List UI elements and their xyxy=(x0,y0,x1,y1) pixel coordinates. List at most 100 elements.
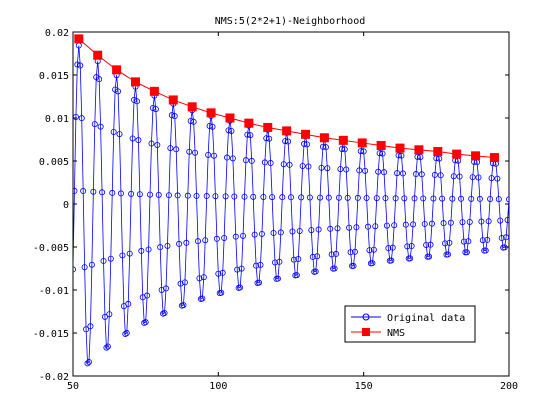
original-data-point xyxy=(475,174,482,181)
original-data-point xyxy=(437,172,444,179)
y-tick-label: -0.01 xyxy=(39,286,69,297)
original-data-point xyxy=(276,258,283,265)
original-data-point xyxy=(167,145,174,152)
original-data-point xyxy=(229,155,236,162)
original-data-point xyxy=(287,194,294,201)
original-data-point xyxy=(347,249,354,256)
original-data-point xyxy=(285,138,292,145)
original-data-point xyxy=(119,252,126,259)
nms-point xyxy=(130,77,140,87)
original-data-point xyxy=(459,219,466,226)
original-data-point xyxy=(73,113,79,120)
original-data-point xyxy=(163,285,170,292)
original-data-point xyxy=(383,222,390,229)
original-data-point xyxy=(479,237,486,244)
series-original-data xyxy=(73,42,509,367)
original-data-point xyxy=(109,189,116,196)
original-data-point xyxy=(147,191,154,198)
original-data-point xyxy=(144,292,151,299)
original-data-point xyxy=(97,123,104,130)
original-data-point xyxy=(148,140,155,147)
original-data-point xyxy=(199,295,206,302)
original-data-point xyxy=(305,163,312,170)
legend-original-label: Original data xyxy=(387,313,465,324)
original-data-point xyxy=(73,266,76,273)
original-data-point xyxy=(337,166,344,173)
nms-point xyxy=(206,108,216,118)
nms-point xyxy=(338,135,348,145)
original-data-point xyxy=(488,175,495,182)
nms-point xyxy=(187,102,197,112)
original-data-point xyxy=(99,189,106,196)
original-data-point xyxy=(440,220,447,227)
original-data-point xyxy=(335,194,342,201)
original-data-point xyxy=(193,192,200,199)
original-data-point xyxy=(315,226,322,233)
original-data-point xyxy=(152,106,159,113)
original-data-point xyxy=(506,196,509,203)
original-data-point xyxy=(165,192,172,199)
original-data-point xyxy=(299,162,306,169)
original-data-point xyxy=(353,224,360,231)
original-data-point xyxy=(149,104,156,111)
original-data-point xyxy=(78,115,85,122)
original-data-point xyxy=(257,261,264,268)
original-data-point xyxy=(88,261,95,268)
original-data-point xyxy=(187,117,194,124)
original-data-point xyxy=(250,193,257,200)
original-data-point xyxy=(112,86,119,93)
original-data-point xyxy=(138,247,145,254)
original-data-point xyxy=(346,224,353,231)
original-data-point xyxy=(231,193,238,200)
original-data-point xyxy=(128,190,135,197)
original-data-point xyxy=(309,253,316,260)
x-tick-label: 150 xyxy=(355,381,373,392)
original-data-point xyxy=(248,157,255,164)
original-data-point xyxy=(232,233,239,240)
nms-point xyxy=(225,113,235,123)
original-data-point xyxy=(131,96,138,103)
original-data-point xyxy=(168,112,175,119)
nms-point xyxy=(395,143,405,153)
original-data-point xyxy=(322,144,329,151)
series-nms xyxy=(74,34,499,163)
original-data-point xyxy=(351,248,358,255)
original-data-point xyxy=(221,234,228,241)
legend-nms-marker xyxy=(362,328,370,336)
original-data-point xyxy=(430,195,437,202)
original-data-point xyxy=(449,195,456,202)
original-data-point xyxy=(411,195,418,202)
original-data-point xyxy=(328,251,335,258)
original-data-point xyxy=(142,319,149,326)
original-data-point xyxy=(77,62,84,69)
original-data-point xyxy=(354,194,361,201)
original-data-point xyxy=(469,174,476,181)
original-data-point xyxy=(129,135,136,142)
original-data-point xyxy=(106,311,113,318)
nms-point xyxy=(282,126,292,136)
original-data-point xyxy=(125,300,132,307)
plot-content xyxy=(73,34,509,367)
original-data-point xyxy=(213,235,220,242)
original-data-point xyxy=(180,302,187,309)
original-data-point xyxy=(266,135,273,142)
original-data-point xyxy=(418,171,425,178)
original-data-point xyxy=(298,194,305,201)
original-data-point xyxy=(234,266,241,273)
original-data-point xyxy=(224,154,231,161)
original-data-point xyxy=(194,238,201,245)
original-data-point xyxy=(289,228,296,235)
original-data-point xyxy=(210,152,217,159)
y-tick-label: -0.005 xyxy=(33,243,69,254)
original-data-point xyxy=(103,344,110,351)
original-data-point xyxy=(376,150,383,157)
original-data-point xyxy=(225,127,232,134)
original-data-point xyxy=(190,118,197,125)
original-data-point xyxy=(157,244,164,251)
nms-point xyxy=(376,141,386,151)
original-data-point xyxy=(261,159,268,166)
y-tick-label: -0.015 xyxy=(33,329,69,340)
original-data-point xyxy=(176,240,183,247)
original-data-point xyxy=(115,88,122,95)
original-data-point xyxy=(417,154,424,161)
